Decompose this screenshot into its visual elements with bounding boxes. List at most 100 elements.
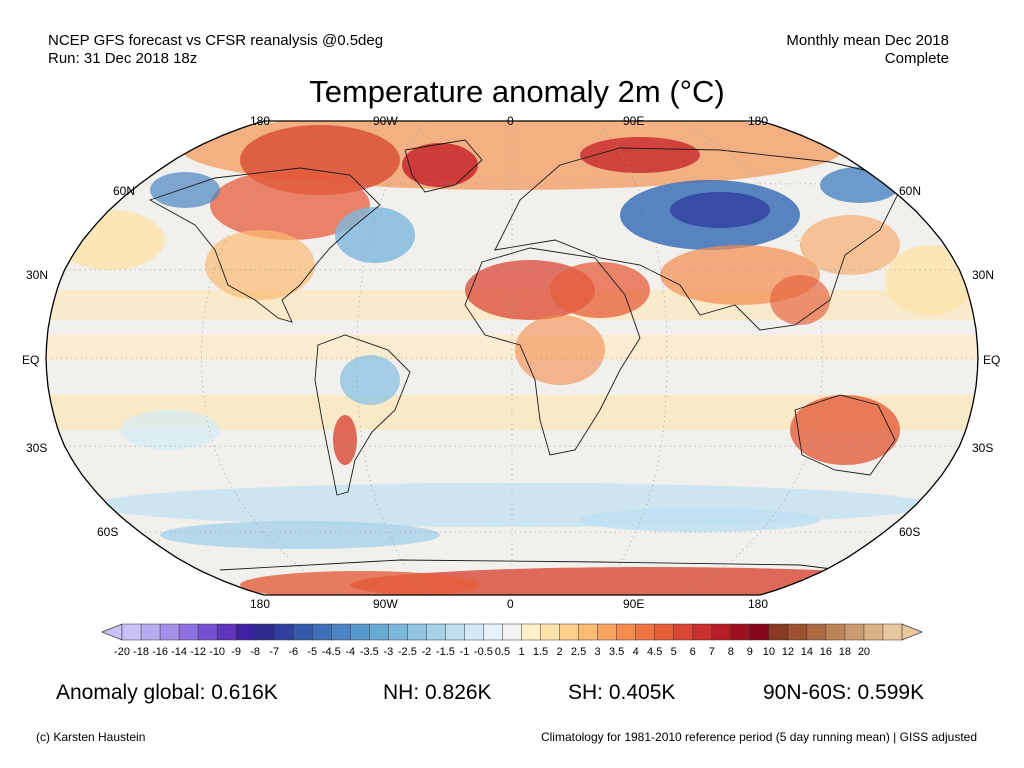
colorbar-swatch (882, 623, 903, 641)
colorbar-swatch (502, 623, 523, 641)
colorbar-tick-label: -1.5 (435, 646, 455, 658)
stat-region-anomaly: 90N-60S: 0.599K (763, 681, 925, 704)
colorbar-swatch (559, 623, 580, 641)
colorbar-tick-label: -8 (250, 646, 261, 658)
lat-right-60n: 60N (899, 184, 922, 198)
colorbar-tick-label: 8 (727, 646, 734, 658)
colorbar-swatch (292, 623, 313, 641)
colorbar-swatch (369, 623, 389, 641)
colorbar-swatch (825, 623, 846, 641)
lat-left-60n: 60N (113, 184, 136, 198)
lon-top-180w: 180 (250, 114, 271, 128)
colorbar-tick-label: -9 (231, 646, 242, 658)
lon-top-0: 0 (507, 114, 514, 128)
colorbar-tick-label: -4 (345, 646, 356, 658)
colorbar-swatch (445, 623, 465, 641)
colorbar-swatch (578, 623, 599, 641)
colorbar-swatch (235, 623, 256, 641)
colorbar-tick-label: 1.5 (532, 646, 549, 658)
north-america-outline (148, 167, 381, 323)
colorbar-swatch (464, 623, 485, 641)
lon-bottom-180w: 180 (250, 597, 271, 611)
colorbar-swatch (521, 623, 542, 641)
colorbar-swatch (254, 623, 275, 641)
colorbar-swatch (483, 623, 504, 641)
colorbar-tick-label: -2 (421, 646, 432, 658)
lat-right-30n: 30N (972, 268, 995, 282)
graticule-meridian (594, 121, 668, 595)
map-title: Temperature anomaly 2m (°C) (309, 74, 725, 109)
colorbar-swatch (273, 623, 294, 641)
lat-left-60s: 60S (97, 525, 119, 539)
colorbar-tick-label: 10 (762, 646, 775, 658)
colorbar-tick-label: 7 (708, 646, 715, 658)
colorbar-tick-label: -12 (190, 646, 207, 658)
colorbar-tick-label: -7 (269, 646, 280, 658)
colorbar-tick-label: -3.5 (359, 646, 379, 658)
header-period: Monthly mean Dec 2018 (786, 32, 949, 49)
colorbar-tick-label: -1 (459, 646, 470, 658)
colorbar-swatch (635, 623, 656, 641)
header-model-info: NCEP GFS forecast vs CFSR reanalysis @0.… (48, 32, 384, 49)
africa-outline (464, 247, 641, 456)
colorbar-swatch (673, 623, 694, 641)
colorbar-tick-label: 1 (518, 646, 525, 658)
footer-climatology-note: Climatology for 1981-2010 reference peri… (540, 730, 977, 744)
colorbar-tick-label: -4.5 (321, 646, 341, 658)
header-run-info: Run: 31 Dec 2018 18z (48, 50, 198, 67)
colorbar-tick-label: 2 (556, 646, 563, 658)
colorbar-swatch (787, 623, 808, 641)
colorbar-swatch (350, 623, 370, 641)
colorbar-tick-label: -14 (171, 646, 188, 658)
colorbar-swatch (749, 623, 770, 641)
graticule (46, 121, 978, 595)
map-border (45, 120, 979, 596)
stat-nh-anomaly: NH: 0.826K (383, 681, 492, 704)
colorbar-swatch (178, 623, 199, 641)
colorbar-tick-label: 20 (857, 646, 871, 658)
colorbar-tick-label: -0.5 (473, 646, 493, 658)
colorbar-tick-label: 5 (670, 646, 677, 658)
lon-top-90e: 90E (623, 114, 645, 128)
lat-left-30n: 30N (26, 268, 49, 282)
colorbar-tick-label: -3 (383, 646, 394, 658)
colorbar-tick-label: 3.5 (608, 646, 625, 658)
map-background (46, 121, 978, 595)
colorbar-tick-label: 2.5 (570, 646, 587, 658)
colorbar-min-arrow (101, 623, 123, 641)
lat-left-30s: 30S (26, 441, 48, 455)
colorbar-swatch (540, 623, 561, 641)
colorbar-tick-label: -18 (133, 646, 149, 658)
colorbar-swatch (654, 623, 675, 641)
continent-outlines (148, 139, 906, 576)
colorbar-tick-label: 0.5 (494, 646, 511, 658)
colorbar-swatch (768, 623, 789, 641)
colorbar-swatch (121, 623, 142, 641)
colorbar-swatch (844, 623, 865, 641)
south-america-outline (314, 334, 411, 496)
lon-bottom-90w: 90W (373, 597, 398, 611)
colorbar-tick-label: -10 (209, 646, 226, 658)
colorbar-tick-label: -20 (114, 646, 130, 658)
lon-top-180e: 180 (748, 114, 769, 128)
eurasia-outline (494, 147, 906, 331)
colorbar-tick-label: 4.5 (647, 646, 663, 658)
colorbar-tick-label: 18 (838, 646, 852, 658)
colorbar-swatch (711, 623, 732, 641)
colorbar-tick-label: 12 (781, 646, 794, 658)
colorbar-swatch (388, 623, 408, 641)
stat-sh-anomaly: SH: 0.405K (568, 681, 676, 704)
antarctica-outline (219, 559, 881, 576)
colorbar-tick-label: -5 (307, 646, 318, 658)
colorbar-max-arrow (901, 623, 923, 641)
colorbar-tick-label: -2.5 (397, 646, 417, 658)
colorbar-tick-label: 14 (800, 646, 813, 658)
colorbar-tick-label: 16 (819, 646, 833, 658)
colorbar-swatch (407, 623, 427, 641)
colorbar-tick-label: -16 (152, 646, 168, 658)
colorbar-swatch (806, 623, 827, 641)
colorbar-tick-label: 6 (689, 646, 696, 658)
graticule-meridian (200, 121, 347, 595)
lat-right-eq: EQ (983, 353, 1001, 367)
lat-right-30s: 30S (972, 441, 994, 455)
